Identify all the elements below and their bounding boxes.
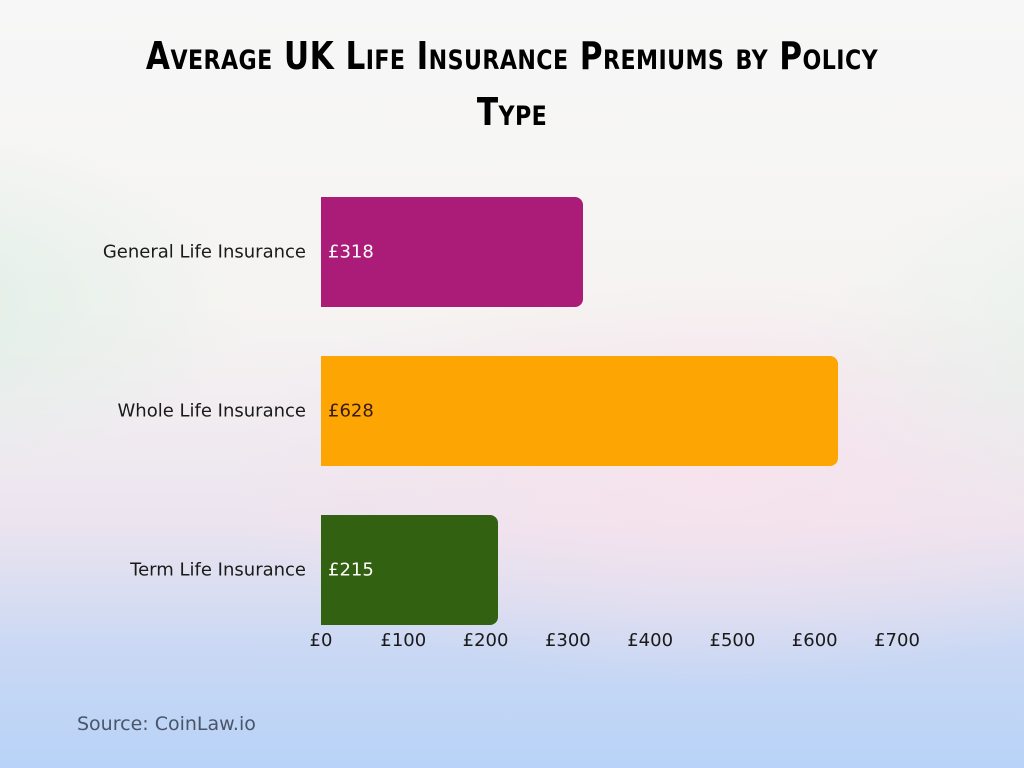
bar-term-life: £215 xyxy=(321,515,498,625)
bar-value-label: £215 xyxy=(328,559,374,581)
bar-general-life: £318 xyxy=(321,197,583,307)
x-tick-label: £200 xyxy=(462,630,509,651)
category-label-whole: Whole Life Insurance xyxy=(117,400,307,422)
x-tick-label: £300 xyxy=(544,630,591,651)
chart-title: Average UK Life Insurance Premiums by Po… xyxy=(145,34,879,134)
bar-value-label: £628 xyxy=(328,400,374,422)
x-tick-label: £500 xyxy=(709,630,756,651)
x-tick-label: £100 xyxy=(380,630,427,651)
category-label-term: Term Life Insurance xyxy=(130,559,306,581)
x-tick-label: £700 xyxy=(874,630,920,651)
x-tick-label: £600 xyxy=(791,630,838,651)
bar-whole-life: £628 xyxy=(321,356,838,466)
bar-value-label: £318 xyxy=(328,241,374,263)
x-tick-label: £400 xyxy=(627,630,674,651)
x-tick-label: £0 xyxy=(309,630,333,651)
source-note: Source: CoinLaw.io xyxy=(77,713,256,735)
category-label-general: General Life Insurance xyxy=(102,241,306,263)
